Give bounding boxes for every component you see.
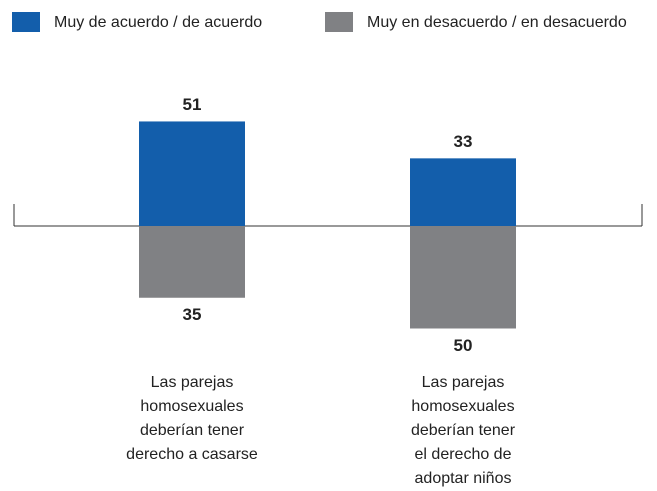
value-label: 50 [454, 336, 473, 355]
legend-label: Muy de acuerdo / de acuerdo [54, 14, 262, 31]
value-label: 51 [183, 95, 202, 114]
legend-swatch [325, 12, 353, 32]
legend-swatch [12, 12, 40, 32]
value-label: 35 [183, 305, 202, 324]
bar [139, 226, 245, 298]
bar [410, 226, 516, 329]
category-label: Las parejas homosexuales deberían tener … [126, 374, 258, 463]
bar [410, 158, 516, 226]
bar [139, 121, 245, 226]
legend-label: Muy en desacuerdo / en desacuerdo [367, 14, 627, 31]
category-label: Las parejas homosexuales deberían tener … [410, 374, 516, 487]
value-label: 33 [454, 132, 473, 151]
